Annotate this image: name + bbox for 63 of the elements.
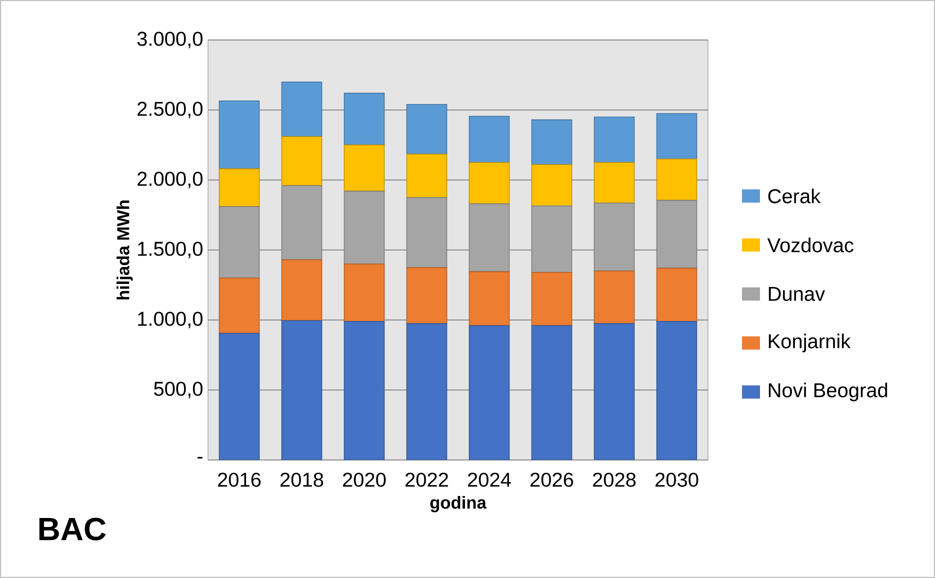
bar <box>218 206 260 278</box>
bar <box>656 113 698 160</box>
y-tick-label: 2.500,0 <box>138 102 202 118</box>
bar <box>656 268 698 322</box>
bar <box>594 116 635 163</box>
bar <box>281 320 322 460</box>
x-tick-label: 2016 <box>218 472 261 487</box>
bar <box>594 162 635 204</box>
bar <box>531 205 572 273</box>
bar <box>344 320 385 460</box>
bar <box>656 320 698 460</box>
bar <box>344 264 385 322</box>
y-tick-label: 1.500,0 <box>138 242 202 258</box>
bar <box>218 278 260 334</box>
bar <box>281 259 322 322</box>
bar <box>281 136 322 186</box>
legend-label: Novi Beograd <box>768 382 888 402</box>
bar <box>406 104 448 154</box>
bar <box>406 267 448 324</box>
x-tick-label: 2018 <box>280 472 324 487</box>
bar <box>656 158 698 201</box>
bar <box>531 325 572 460</box>
y-tick-label: 500,0 <box>154 382 202 398</box>
legend-label: Konjarnik <box>768 334 851 352</box>
legend-label: Dunav <box>768 287 825 301</box>
y-tick-label: 2.000,0 <box>138 172 202 188</box>
bar <box>281 185 322 260</box>
bar <box>656 200 698 269</box>
x-tick-label: 2028 <box>593 472 636 487</box>
bar <box>594 270 635 324</box>
y-tick-label: 3.000,0 <box>137 32 202 48</box>
legend-label: Cerak <box>768 188 821 204</box>
bar <box>406 154 448 198</box>
bar <box>531 119 572 165</box>
bar <box>468 116 510 163</box>
text: BAC <box>39 518 106 540</box>
bar <box>468 203 510 272</box>
bar <box>531 272 572 326</box>
bar <box>344 190 385 264</box>
bar <box>594 202 635 272</box>
x-tick-label: 2026 <box>530 472 574 487</box>
y-tick-label: - <box>198 456 202 458</box>
bar <box>218 100 260 170</box>
x-tick-label: 2024 <box>468 472 511 487</box>
bar <box>468 271 510 326</box>
bar <box>594 323 635 460</box>
bar <box>406 323 448 460</box>
bar <box>468 325 510 460</box>
bar <box>218 332 260 460</box>
bar <box>531 164 572 206</box>
x-tick-label: 2022 <box>406 472 448 487</box>
y-tick-label: 1.000,0 <box>138 312 202 328</box>
bar <box>468 162 510 204</box>
bar <box>218 168 260 207</box>
y-axis-title: hiljada MWh <box>116 200 133 300</box>
x-tick-label: 2030 <box>656 472 698 487</box>
legend-label: Vozdovac <box>767 238 854 252</box>
bar <box>344 144 385 192</box>
bar <box>344 92 385 146</box>
bar <box>406 197 448 268</box>
x-axis-title: godina <box>430 496 487 512</box>
x-tick-label: 2020 <box>343 472 386 487</box>
bar <box>281 82 322 137</box>
